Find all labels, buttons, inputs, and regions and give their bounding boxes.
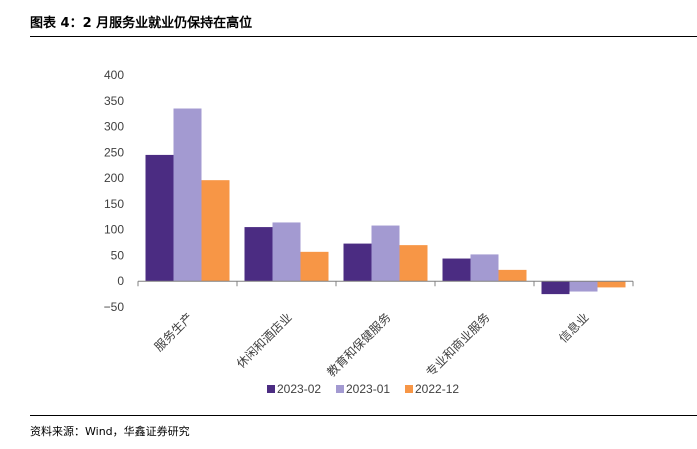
legend-swatch xyxy=(405,385,413,393)
y-tick-label: 100 xyxy=(104,223,124,237)
y-tick-label: −50 xyxy=(104,300,125,314)
bar xyxy=(442,258,471,282)
legend-swatch xyxy=(336,385,344,393)
legend-label: 2023-02 xyxy=(277,382,321,396)
x-tick-label: 信息业 xyxy=(556,310,592,346)
y-tick-label: 200 xyxy=(104,171,124,185)
bar xyxy=(569,281,598,292)
y-tick-label: 350 xyxy=(104,94,124,108)
bar xyxy=(597,281,626,288)
bar xyxy=(498,269,527,282)
x-tick-label: 服务生产 xyxy=(151,310,196,355)
bar xyxy=(399,245,428,282)
bar xyxy=(343,243,372,282)
legend-swatch xyxy=(267,385,275,393)
y-tick-label: 0 xyxy=(117,274,124,288)
bar xyxy=(201,180,230,282)
figure-title: 图表 4：2 月服务业就业仍保持在高位 xyxy=(30,16,253,31)
y-tick-label: 250 xyxy=(104,145,124,159)
source-note: 资料来源：Wind，华鑫证券研究 xyxy=(30,425,190,438)
bar xyxy=(244,227,273,282)
bar xyxy=(371,225,400,282)
y-tick-label: 300 xyxy=(104,120,124,134)
y-tick-label: 400 xyxy=(104,68,124,82)
bar xyxy=(173,108,202,282)
bar xyxy=(300,251,329,282)
y-tick-label: 50 xyxy=(111,248,125,262)
bar xyxy=(541,281,570,295)
legend-label: 2022-12 xyxy=(415,382,459,396)
y-tick-label: 150 xyxy=(104,197,124,211)
bar xyxy=(470,254,499,282)
title-rule xyxy=(30,36,697,37)
x-tick-label: 休闲和酒店业 xyxy=(234,310,295,371)
x-tick-label: 专业和商业服务 xyxy=(423,310,493,380)
source-rule xyxy=(30,415,697,416)
x-tick-label: 教育和保健服务 xyxy=(324,310,394,380)
bar xyxy=(272,222,301,282)
bar xyxy=(145,154,174,282)
legend-label: 2023-01 xyxy=(346,382,390,396)
